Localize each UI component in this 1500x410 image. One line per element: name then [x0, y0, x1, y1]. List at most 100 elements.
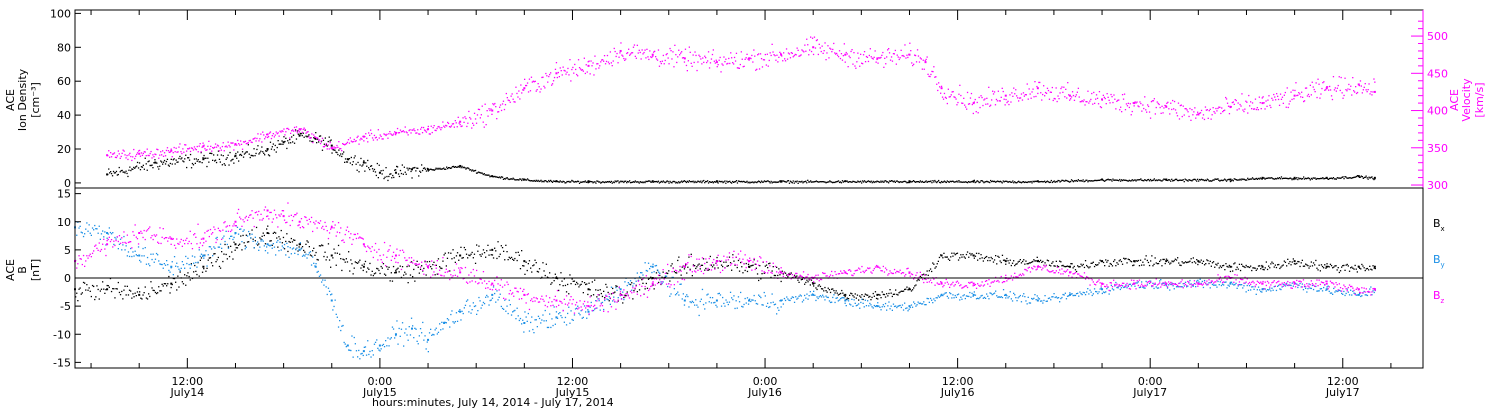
density-sample [993, 180, 996, 182]
Bx-sample [1374, 267, 1376, 270]
density-sample [166, 158, 169, 160]
velocity-sample [856, 61, 858, 63]
velocity-sample [140, 152, 143, 154]
Bx-sample [94, 298, 96, 301]
By-sample [380, 348, 382, 350]
Bx-sample [751, 264, 753, 267]
Bx-sample [1059, 260, 1061, 262]
Bx-sample [1345, 264, 1347, 266]
velocity-sample [938, 82, 940, 84]
velocity-sample [1098, 91, 1101, 93]
Bx-sample [1283, 260, 1285, 262]
Bx-sample [376, 267, 378, 270]
By-sample [169, 271, 171, 273]
velocity-sample [1172, 99, 1174, 102]
density-sample [1054, 181, 1056, 183]
density-sample [972, 181, 974, 183]
By-sample [704, 308, 706, 310]
velocity-sample [136, 153, 138, 156]
By-point [812, 293, 815, 296]
By-sample [249, 234, 251, 236]
velocity-sample [576, 73, 578, 76]
Bx-sample [1265, 261, 1267, 263]
density-sample [1355, 176, 1357, 178]
Bx-sample [1366, 267, 1369, 270]
density-sample [400, 172, 403, 175]
By-sample [580, 310, 582, 312]
velocity-sample [456, 126, 458, 128]
density-point [780, 180, 783, 183]
Bx-sample [294, 239, 296, 241]
By-sample [851, 298, 853, 300]
By-sample [207, 254, 209, 256]
Bx-sample [962, 254, 964, 256]
By-sample [260, 240, 262, 242]
By-sample [849, 303, 851, 305]
Bx-sample [234, 249, 236, 251]
Bx-sample [698, 263, 700, 265]
velocity-sample [569, 59, 571, 61]
Bx-sample [1273, 266, 1275, 268]
Bx-sample [644, 288, 646, 290]
velocity-sample [591, 65, 593, 67]
density-sample [262, 151, 264, 153]
density-sample [631, 181, 634, 183]
density-sample [1005, 180, 1007, 182]
Bx-sample [303, 249, 305, 252]
By-sample [599, 309, 601, 311]
density-sample [446, 166, 448, 168]
Bx-sample [1144, 258, 1146, 260]
By-sample [177, 266, 179, 268]
By-sample [1165, 285, 1168, 287]
density-sample [1150, 180, 1153, 182]
density-sample [425, 170, 428, 172]
density-sample [570, 181, 572, 183]
Bx-sample [632, 298, 634, 300]
velocity-sample [464, 116, 466, 118]
density-sample [307, 135, 309, 137]
velocity-sample [900, 49, 902, 51]
density-sample [1126, 180, 1129, 182]
By-sample [788, 299, 790, 301]
velocity-sample [1282, 102, 1284, 104]
density-sample [408, 167, 410, 169]
density-sample [1138, 179, 1140, 181]
velocity-sample [880, 56, 882, 59]
By-sample [1139, 286, 1142, 288]
density-sample [1329, 177, 1331, 180]
Bx-sample [1333, 266, 1335, 268]
density-sample [718, 180, 720, 182]
By-sample [340, 329, 342, 332]
density-sample [618, 182, 620, 184]
velocity-sample [966, 91, 969, 94]
velocity-sample [1126, 105, 1129, 107]
By-sample [314, 265, 316, 267]
By-sample [326, 293, 328, 296]
density-sample [767, 180, 769, 182]
velocity-sample [896, 54, 898, 56]
Bx-sample [452, 249, 454, 251]
velocity-sample [266, 136, 269, 139]
Bx-sample [1254, 267, 1256, 269]
By-sample [565, 324, 568, 326]
Bx-sample [551, 282, 553, 284]
density-sample [1249, 178, 1251, 180]
By-sample [275, 254, 277, 256]
Bx-sample [468, 254, 470, 256]
velocity-sample [138, 149, 141, 152]
density-sample [132, 168, 134, 170]
By-sample [879, 306, 881, 308]
density-sample [603, 181, 606, 184]
density-sample [729, 180, 731, 182]
density-sample [328, 136, 330, 138]
velocity-sample [491, 113, 493, 115]
density-sample [1273, 178, 1275, 180]
density-sample [460, 167, 462, 169]
velocity-sample [541, 76, 543, 79]
By-sample [1171, 282, 1173, 284]
velocity-sample [615, 55, 617, 58]
By-sample [813, 290, 815, 292]
velocity-sample [961, 102, 963, 104]
density-sample [1120, 180, 1122, 182]
velocity-sample [1177, 102, 1180, 104]
